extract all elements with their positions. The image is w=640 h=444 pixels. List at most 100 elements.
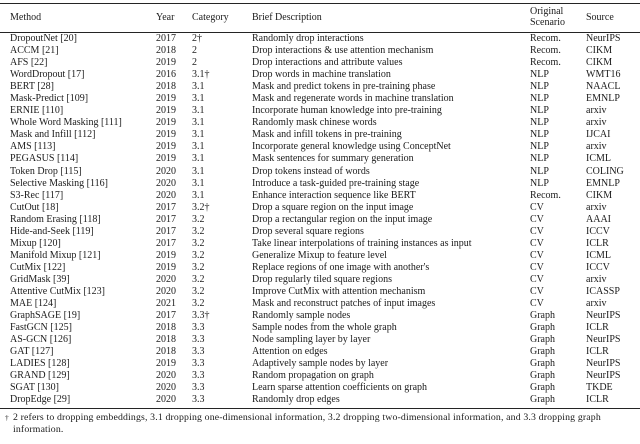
cell-year: 2017 bbox=[156, 213, 176, 225]
cell-scenario: CV bbox=[530, 261, 544, 273]
cell-description: Randomly sample nodes bbox=[252, 310, 351, 322]
cell-year: 2017 bbox=[156, 33, 176, 44]
column-header-year: Year bbox=[156, 11, 175, 23]
cell-method: AFS [22] bbox=[10, 57, 48, 69]
cell-description: Enhance interaction sequence like BERT bbox=[252, 189, 416, 201]
paper-table-page: Method Year Category Brief Description Origi… bbox=[0, 3, 640, 435]
table-row: Attentive CutMix [123] 2020 3.2 Improve Cut… bbox=[0, 286, 640, 298]
table-row: DropEdge [29] 2020 3.3 Randomly drop edges G… bbox=[0, 394, 640, 406]
cell-category: 3.2 bbox=[192, 298, 205, 310]
cell-year: 2018 bbox=[156, 334, 176, 346]
cell-scenario: CV bbox=[530, 298, 544, 310]
cell-scenario: CV bbox=[530, 201, 544, 213]
cell-source: arxiv bbox=[586, 141, 607, 153]
table-row: MAE [124] 2021 3.2 Mask and reconstruct pat… bbox=[0, 298, 640, 310]
cell-source: arxiv bbox=[586, 201, 607, 213]
cell-category: 3.1 bbox=[192, 165, 205, 177]
cell-description: Mask and infill tokens in pre-training bbox=[252, 129, 402, 141]
cell-year: 2020 bbox=[156, 370, 176, 382]
cell-category: 3.2† bbox=[192, 201, 210, 213]
cell-description: Randomly drop interactions bbox=[252, 33, 364, 44]
cell-year: 2020 bbox=[156, 285, 176, 297]
cell-description: Drop words in machine translation bbox=[252, 69, 391, 81]
cell-method: Manifold Mixup [121] bbox=[10, 249, 101, 261]
cell-method: Hide-and-Seek [119] bbox=[10, 225, 94, 237]
table-row: CutMix [122] 2019 3.2 Replace regions of on… bbox=[0, 262, 640, 274]
cell-description: Randomly mask chinese words bbox=[252, 117, 377, 129]
table-header-row: Method Year Category Brief Description Origi… bbox=[0, 4, 640, 33]
cell-method: MAE [124] bbox=[10, 298, 57, 310]
cell-year: 2018 bbox=[156, 346, 176, 358]
cell-source: ICML bbox=[586, 153, 611, 165]
cell-scenario: Recom. bbox=[530, 57, 561, 69]
cell-description: Drop a square region on the input image bbox=[252, 201, 414, 213]
cell-scenario: Graph bbox=[530, 334, 555, 346]
column-header-category: Category bbox=[192, 11, 229, 23]
cell-scenario: NLP bbox=[530, 153, 549, 165]
cell-description: Drop several square regions bbox=[252, 225, 364, 237]
table-row: Mask and Infill [112] 2019 3.1 Mask and inf… bbox=[0, 129, 640, 141]
cell-category: 3.3 bbox=[192, 358, 205, 370]
cell-method: BERT [28] bbox=[10, 81, 54, 93]
cell-description: Drop interactions and attribute values bbox=[252, 57, 403, 69]
cell-method: ACCM [21] bbox=[10, 45, 59, 57]
cell-category: 3.3 bbox=[192, 346, 205, 358]
cell-source: arxiv bbox=[586, 298, 607, 310]
cell-source: ICASSP bbox=[586, 285, 620, 297]
cell-method: Mask-Predict [109] bbox=[10, 93, 89, 105]
cell-description: Mask sentences for summary generation bbox=[252, 153, 414, 165]
cell-year: 2020 bbox=[156, 189, 176, 201]
table-row: DropoutNet [20] 2017 2† Randomly drop inter… bbox=[0, 33, 640, 45]
cell-method: GridMask [39] bbox=[10, 273, 70, 285]
table-row: Token Drop [115] 2020 3.1 Drop tokens inste… bbox=[0, 166, 640, 178]
cell-year: 2019 bbox=[156, 93, 176, 105]
cell-category: 3.3† bbox=[192, 310, 210, 322]
cell-year: 2018 bbox=[156, 45, 176, 57]
cell-year: 2017 bbox=[156, 201, 176, 213]
table-row: FastGCN [125] 2018 3.3 Sample nodes from th… bbox=[0, 322, 640, 334]
cell-description: Learn sparse attention coefficients on g… bbox=[252, 382, 428, 394]
table-row: AMS [113] 2019 3.1 Incorporate general know… bbox=[0, 141, 640, 153]
cell-description: Incorporate general knowledge using Conc… bbox=[252, 141, 451, 153]
cell-year: 2019 bbox=[156, 153, 176, 165]
cell-source: TKDE bbox=[586, 382, 613, 394]
cell-year: 2019 bbox=[156, 358, 176, 370]
cell-category: 3.2 bbox=[192, 249, 205, 261]
cell-year: 2019 bbox=[156, 129, 176, 141]
cell-method: ERNIE [110] bbox=[10, 105, 64, 117]
cell-source: ICLR bbox=[586, 237, 609, 249]
cell-year: 2020 bbox=[156, 273, 176, 285]
cell-method: Selective Masking [116] bbox=[10, 177, 108, 189]
cell-category: 3.2 bbox=[192, 225, 205, 237]
table-row: AS-GCN [126] 2018 3.3 Node sampling layer b… bbox=[0, 334, 640, 346]
cell-scenario: NLP bbox=[530, 129, 549, 141]
column-header-source: Source bbox=[586, 11, 614, 23]
cell-year: 2018 bbox=[156, 322, 176, 334]
cell-method: GAT [127] bbox=[10, 346, 54, 358]
table-row: S3-Rec [117] 2020 3.1 Enhance interaction s… bbox=[0, 190, 640, 202]
cell-source: NeurIPS bbox=[586, 310, 621, 322]
table-row: LADIES [128] 2019 3.3 Adaptively sample nod… bbox=[0, 358, 640, 370]
cell-year: 2016 bbox=[156, 69, 176, 81]
table-body: DropoutNet [20] 2017 2† Randomly drop inter… bbox=[0, 33, 640, 406]
cell-source: NAACL bbox=[586, 81, 621, 93]
cell-description: Generalize Mixup to feature level bbox=[252, 249, 387, 261]
cell-method: GRAND [129] bbox=[10, 370, 70, 382]
cell-method: Attentive CutMix [123] bbox=[10, 285, 105, 297]
cell-category: 3.1† bbox=[192, 69, 210, 81]
cell-scenario: Recom. bbox=[530, 33, 561, 44]
cell-scenario: NLP bbox=[530, 177, 549, 189]
table-row: Mask-Predict [109] 2019 3.1 Mask and regene… bbox=[0, 93, 640, 105]
column-header-scenario: Original Scenario bbox=[530, 6, 565, 28]
cell-year: 2021 bbox=[156, 298, 176, 310]
cell-year: 2019 bbox=[156, 249, 176, 261]
cell-year: 2017 bbox=[156, 225, 176, 237]
cell-scenario: CV bbox=[530, 225, 544, 237]
cell-source: ICLR bbox=[586, 322, 609, 334]
footnote-text: 2 refers to dropping embeddings, 3.1 dro… bbox=[13, 412, 601, 435]
cell-method: SGAT [130] bbox=[10, 382, 59, 394]
table-row: Random Erasing [118] 2017 3.2 Drop a rectan… bbox=[0, 214, 640, 226]
cell-scenario: Graph bbox=[530, 394, 555, 406]
table-row: WordDropout [17] 2016 3.1† Drop words in ma… bbox=[0, 69, 640, 81]
cell-method: FastGCN [125] bbox=[10, 322, 72, 334]
